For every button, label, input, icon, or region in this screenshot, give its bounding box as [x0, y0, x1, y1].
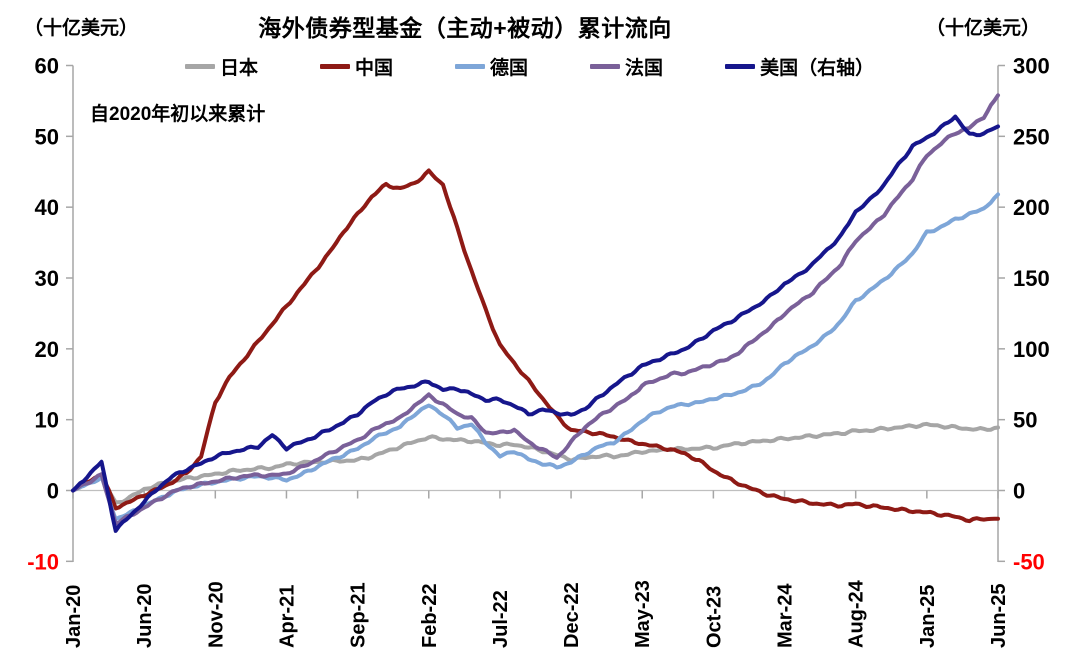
x-axis-tick-label: Jan-25: [917, 585, 939, 648]
series-line-2: [71, 192, 1000, 522]
legend-item-japan: 日本: [185, 53, 258, 80]
x-axis-tick-label: Sep-21: [348, 582, 370, 648]
right-axis-tick-label: 300: [1013, 54, 1050, 79]
x-axis-tick-label: Oct-23: [703, 586, 725, 648]
us-line-swatch: [725, 64, 756, 69]
x-axis-tick-label: Aug-24: [846, 579, 868, 648]
x-axis-tick-label: Apr-21: [277, 585, 299, 648]
right-axis-tick-label: 100: [1013, 337, 1050, 362]
legend-item-china: 中国: [320, 53, 393, 80]
legend-label-japan: 日本: [220, 58, 259, 79]
left-axis-tick-label: 30: [35, 266, 59, 291]
legend-label-us: 美国（右轴）: [760, 58, 875, 79]
x-axis-tick-label: Jul-22: [490, 590, 512, 648]
series-line-3: [71, 93, 1000, 526]
x-axis-tick-label: Jun-20: [134, 584, 156, 648]
series-line-4: [71, 114, 1000, 533]
legend: 日本 中国 德国 法国 美国（右轴）: [185, 53, 874, 80]
legend-label-france: 法国: [625, 58, 664, 79]
x-axis-tick-label: Mar-24: [775, 583, 797, 648]
x-axis-tick-label: Jan-20: [63, 585, 85, 648]
left-axis-tick-label: 40: [35, 195, 59, 220]
legend-item-us: 美国（右轴）: [725, 53, 874, 80]
left-axis-tick-label: -10: [27, 549, 59, 574]
left-axis-tick-label: 20: [35, 337, 59, 362]
legend-item-germany: 德国: [455, 53, 528, 80]
left-axis-unit-label: （十亿美元）: [24, 18, 139, 39]
right-axis-tick-label: -50: [1013, 549, 1045, 574]
x-axis-tick-label: Dec-22: [561, 582, 583, 648]
legend-label-china: 中国: [355, 58, 394, 79]
left-axis-tick-label: 10: [35, 408, 59, 433]
germany-line-swatch: [455, 64, 486, 69]
left-axis-tick-label: 0: [47, 479, 59, 504]
right-axis-tick-label: 200: [1013, 195, 1050, 220]
x-axis-tick-label: Nov-20: [205, 581, 227, 648]
legend-item-france: 法国: [590, 53, 663, 80]
china-line-swatch: [320, 64, 351, 69]
x-axis-tick-label: Feb-22: [419, 584, 441, 648]
annotation-note: 自2020年初以来累计: [90, 104, 266, 125]
legend-label-germany: 德国: [490, 58, 529, 79]
japan-line-swatch: [185, 64, 215, 69]
right-axis-tick-label: 250: [1013, 124, 1050, 149]
right-axis-unit-label: （十亿美元）: [926, 18, 1041, 39]
right-axis-tick-label: 50: [1013, 408, 1037, 433]
france-line-swatch: [590, 64, 621, 69]
left-axis-tick-label: 60: [35, 54, 59, 79]
x-axis-tick-label: Jun-25: [988, 584, 1010, 648]
right-axis-tick-label: 150: [1013, 266, 1050, 291]
right-axis-tick-label: 0: [1013, 479, 1025, 504]
x-axis-tick-label: May-23: [632, 580, 654, 648]
left-axis-tick-label: 50: [35, 124, 59, 149]
series-line-1: [71, 168, 1000, 524]
chart-title: 海外债券型基金（主动+被动）累计流向: [258, 15, 672, 41]
